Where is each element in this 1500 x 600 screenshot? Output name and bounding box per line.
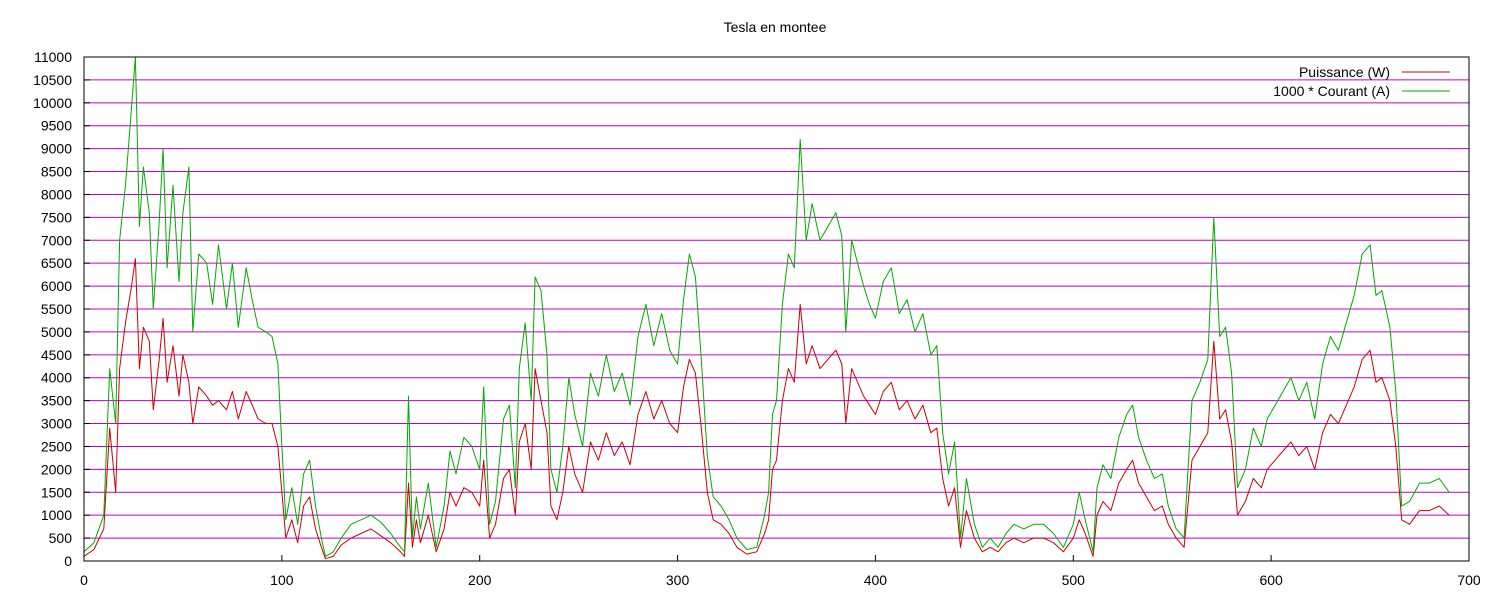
series-line-puissance [83,258,1450,560]
y-tick-label: 8000 [41,186,72,202]
grid-lines [84,79,1469,539]
x-tick-label: 300 [666,572,690,588]
series-line-courant [83,56,1450,557]
y-tick-label: 5500 [41,301,72,317]
y-tick-label: 6000 [41,278,72,294]
chart-title: Tesla en montee [724,19,827,35]
y-tick-label: 11000 [34,49,72,65]
y-tick-label: 500 [49,530,73,546]
x-tick-label: 500 [1062,572,1086,588]
y-tick-label: 9000 [41,141,72,157]
y-tick-label: 3000 [41,416,72,432]
y-tick-label: 1000 [41,507,72,523]
x-tick-label: 600 [1259,572,1283,588]
y-tick-label: 4000 [41,370,72,386]
y-tick-label: 5000 [41,324,72,340]
y-tick-label: 7000 [41,232,72,248]
y-tick-label: 3500 [41,393,72,409]
y-axis: 0 500 1000 1500 2000 2500 3000 3500 4000 4500 5000… [33,49,90,569]
x-tick-label: 200 [468,572,492,588]
x-tick-label: 100 [270,572,294,588]
y-tick-label: 7500 [41,209,72,225]
x-axis: 0 100 200 300 400 500 600 700 [80,555,1481,588]
legend: Puissance (W) 1000 * Courant (A) [1273,64,1450,99]
y-tick-label: 9500 [41,118,72,134]
y-tick-label: 6500 [41,255,72,271]
series-layer [83,56,1450,560]
x-tick-label: 400 [864,572,888,588]
legend-label-puissance: Puissance (W) [1299,64,1390,80]
y-tick-label: 1500 [41,484,72,500]
y-tick-label: 10500 [33,72,72,88]
y-tick-label: 2500 [41,438,72,454]
y-tick-label: 10000 [33,95,72,111]
x-tick-label: 700 [1457,572,1481,588]
y-tick-label: 8500 [41,164,72,180]
y-tick-label: 4500 [41,347,72,363]
y-tick-label: 2000 [41,461,72,477]
legend-label-courant: 1000 * Courant (A) [1273,83,1390,99]
x-tick-label: 0 [80,572,88,588]
y-tick-label: 0 [64,553,72,569]
